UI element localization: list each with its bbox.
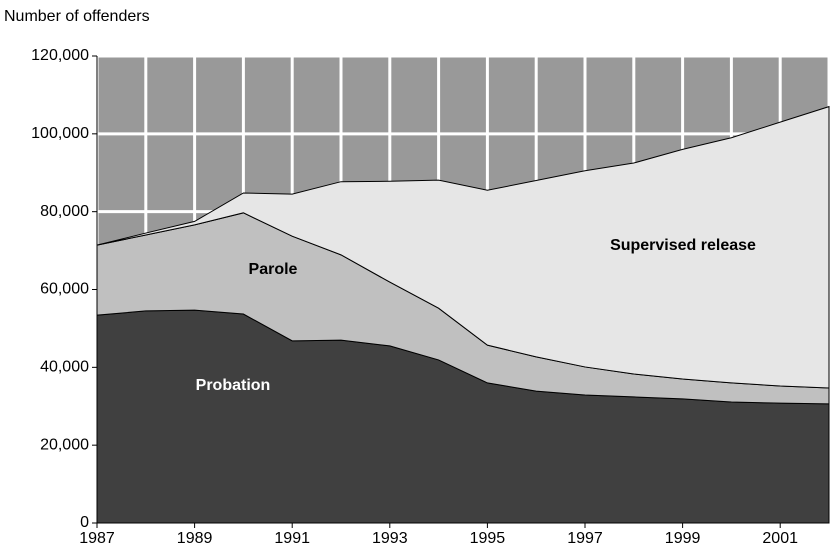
y-axis-title: Number of offenders xyxy=(4,8,150,25)
x-tick-label: 1987 xyxy=(79,530,115,547)
y-tick-label: 0 xyxy=(80,514,89,531)
x-tick-label: 1997 xyxy=(567,530,603,547)
x-tick-label: 1993 xyxy=(372,530,408,547)
area-label: Parole xyxy=(249,261,298,278)
area xyxy=(96,105,830,389)
y-tick-label: 100,000 xyxy=(31,125,89,142)
area-label: Probation xyxy=(196,377,271,394)
y-tick-label: 20,000 xyxy=(40,436,89,453)
y-tick-label: 120,000 xyxy=(31,47,89,64)
x-tick-label: 1991 xyxy=(274,530,310,547)
x-tick-label: 2001 xyxy=(762,530,798,547)
y-tick-label: 60,000 xyxy=(40,281,89,298)
y-tick-label: 80,000 xyxy=(40,203,89,220)
x-tick-label: 1995 xyxy=(470,530,506,547)
x-tick-label: 1989 xyxy=(177,530,213,547)
y-tick-label: 40,000 xyxy=(40,359,89,376)
x-tick-label: 1999 xyxy=(665,530,701,547)
area-label: Supervised release xyxy=(610,237,756,254)
